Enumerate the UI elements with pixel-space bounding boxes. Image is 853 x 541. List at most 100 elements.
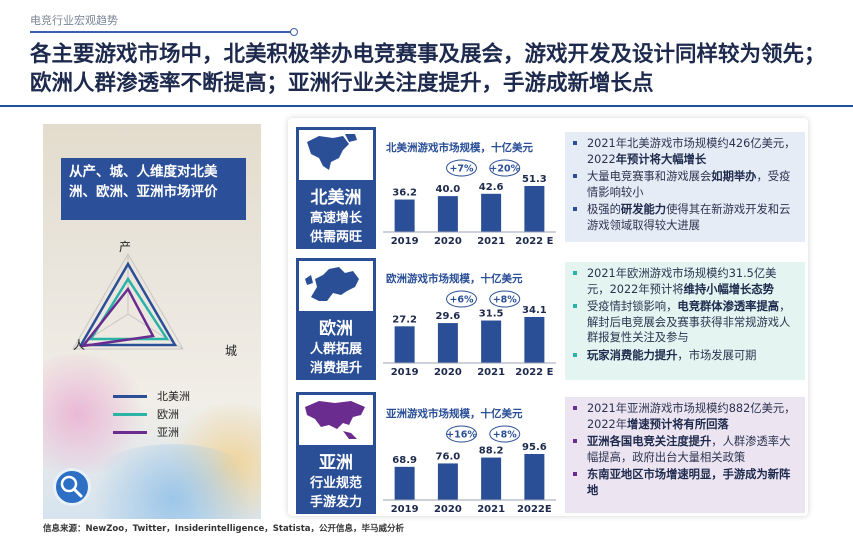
bullet-mark xyxy=(573,304,577,308)
x-tick-label: 2021 xyxy=(477,236,505,247)
bullet-text: 2021年欧洲游戏市场规模约31.5亿美元，2022年预计将 xyxy=(587,267,777,296)
bullet-text: ，人群渗透率大幅提高，政府出台大量相关政策 xyxy=(587,435,791,464)
bar xyxy=(394,326,415,363)
growth-label: +16% xyxy=(446,430,477,441)
bullet-mark xyxy=(573,207,577,211)
north-america-map-icon xyxy=(299,130,373,180)
bullet-text: 极强的 xyxy=(587,203,621,216)
bullet-text: 受疫情封锁影响， xyxy=(587,300,678,313)
bullet-text: ，受疫情影响较小 xyxy=(587,170,791,199)
bullet-item: 亚洲各国电竞关注度提升，人群渗透率大幅提高，政府出台大量相关政策 xyxy=(565,434,799,465)
top-rule xyxy=(0,105,853,107)
bullet-text: 如期举办 xyxy=(711,170,757,183)
growth-label: +20% xyxy=(489,164,520,175)
bar xyxy=(481,457,502,500)
panel-title: 从产、城、人维度对北美洲、欧洲、亚洲市场评价 xyxy=(61,158,246,220)
bar-value-label: 29.6 xyxy=(436,311,461,322)
x-tick-label: 2019 xyxy=(391,504,419,515)
bar xyxy=(481,193,502,232)
bullet-text: 使得其在新游戏开发和云游戏领域取得较大进展 xyxy=(587,203,791,232)
x-tick-label: 2019 xyxy=(391,367,419,378)
bar-chart-north-america: 36.2 2019 40.0 2020 42.6 2021 51.3 2022 E +7% +20… xyxy=(383,159,556,247)
legend-item-north-america: 北美洲 xyxy=(113,388,190,404)
chart-title-asia: 亚洲游戏市场规模，十亿美元 xyxy=(386,408,523,420)
bar-value-label: 31.5 xyxy=(479,309,504,320)
headline: 各主要游戏市场中，北美积极举办电竞赛事及展会，游戏开发及设计同样较为领先；欧洲人… xyxy=(30,42,826,96)
bullet-mark xyxy=(573,271,577,275)
bar xyxy=(394,466,415,500)
bar xyxy=(437,463,458,500)
growth-label: +8% xyxy=(493,430,518,441)
bar-chart-europe: 27.2 2019 29.6 2020 31.5 2021 34.1 2022 E +6% +8% xyxy=(383,290,556,378)
x-tick-label: 2020 xyxy=(434,504,462,515)
region-desc-2: 消费提升 xyxy=(309,361,362,376)
x-tick-label: 2022 E xyxy=(515,236,553,247)
growth-badge xyxy=(489,425,521,443)
bar-value-label: 95.6 xyxy=(522,442,547,453)
header-line xyxy=(30,31,292,33)
asia-map-icon xyxy=(299,395,373,445)
bar xyxy=(394,199,415,232)
growth-badge xyxy=(489,290,521,308)
region-desc-1: 高速增长 xyxy=(309,211,362,226)
bar-value-label: 88.2 xyxy=(479,446,504,457)
left-panel: 从产、城、人维度对北美洲、欧洲、亚洲市场评价 产 人 城 北美洲 欧洲 亚洲 xyxy=(43,124,261,519)
bullet-mark xyxy=(573,406,577,410)
region-name: 欧洲 xyxy=(319,319,353,339)
legend-item-europe: 欧洲 xyxy=(113,406,179,422)
bullet-mark xyxy=(573,141,577,145)
europe-map-icon xyxy=(299,261,373,311)
growth-label: +7% xyxy=(449,164,474,175)
region-card-north-america: 北美洲 高速增长 供需两旺 xyxy=(296,127,376,249)
bullet-text: ，市场发展可期 xyxy=(677,348,757,362)
region-desc-1: 人群拓展 xyxy=(309,342,362,357)
bullet-text: 亚洲各国电竞关注度提升 xyxy=(587,435,712,448)
bullet-item: 2021年北美游戏市场规模约426亿美元，2022年预计将大幅增长 xyxy=(565,136,799,167)
region-name: 北美洲 xyxy=(310,188,362,208)
bar-value-label: 36.2 xyxy=(392,188,417,199)
bullet-text: 东南亚地区市场增速明显，手游成为新阵地 xyxy=(587,468,791,497)
bullet-item: 玩家消费能力提升，市场发展可期 xyxy=(565,348,799,364)
region-desc-1: 行业规范 xyxy=(309,476,362,491)
radar-axis-top: 产 xyxy=(119,240,132,254)
bar-value-label: 34.1 xyxy=(522,305,547,316)
bar xyxy=(437,196,458,232)
region-card-europe: 欧洲 人群拓展 消费提升 xyxy=(296,258,376,380)
bullet-text: 年预计将大幅增长 xyxy=(615,152,707,166)
bar-value-label: 51.3 xyxy=(522,174,547,185)
region-desc-2: 供需两旺 xyxy=(309,230,362,245)
bar-value-label: 42.6 xyxy=(479,182,504,193)
growth-label: +8% xyxy=(493,295,518,306)
bullet-item: 极强的研发能力使得其在新游戏开发和云游戏领域取得较大进展 xyxy=(565,202,799,233)
bullets-asia: 2021年亚洲游戏市场规模约882亿美元，2022年增速预计将有所回落 亚洲各国电… xyxy=(565,397,805,513)
x-tick-label: 2022 E xyxy=(515,367,553,378)
x-tick-label: 2021 xyxy=(477,367,505,378)
x-tick-label: 2020 xyxy=(434,236,462,247)
radar-axis-right: 城 xyxy=(225,344,238,358)
bullet-text: 维持小幅增长态势 xyxy=(683,282,774,296)
bar-value-label: 68.9 xyxy=(392,455,417,466)
bullet-text: 增速预计将有所回落 xyxy=(627,417,729,431)
bullet-text: 研发能力 xyxy=(620,203,667,216)
bullet-mark xyxy=(573,174,577,178)
header-dot xyxy=(290,28,298,36)
bullets-europe: 2021年欧洲游戏市场规模约31.5亿美元，2022年预计将维持小幅增长态势 受疫… xyxy=(565,262,805,380)
bullet-item: 受疫情封锁影响，电竞群体渗透率提高，解封后电竞展会及赛事获得非常规游戏人群报复性… xyxy=(565,299,799,346)
bullet-text: 2021年亚洲游戏市场规模约882亿美元，2022年 xyxy=(587,402,796,431)
bullet-mark xyxy=(573,472,577,476)
bar xyxy=(481,320,502,363)
region-name: 亚洲 xyxy=(319,453,353,473)
bar xyxy=(524,454,545,500)
bar-chart-asia: 68.9 2019 76.0 2020 88.2 2021 95.6 2022E +16% +8% xyxy=(383,425,556,515)
section-label: 电竞行业宏观趋势 xyxy=(30,14,118,27)
bullet-mark xyxy=(573,439,577,443)
bullet-item: 2021年亚洲游戏市场规模约882亿美元，2022年增速预计将有所回落 xyxy=(565,401,799,432)
source-note: 信息来源：NewZoo，Twitter，Insiderintelligence，… xyxy=(43,524,405,534)
chart-title-europe: 欧洲游戏市场规模，十亿美元 xyxy=(386,273,523,285)
bar-value-label: 27.2 xyxy=(392,314,417,325)
bar xyxy=(437,323,458,363)
bar xyxy=(524,186,545,232)
bullet-item: 东南亚地区市场增速明显，手游成为新阵地 xyxy=(565,467,799,498)
chart-title-north-america: 北美洲游戏市场规模，十亿美元 xyxy=(386,142,533,154)
bullet-text: 玩家消费能力提升 xyxy=(587,348,678,362)
